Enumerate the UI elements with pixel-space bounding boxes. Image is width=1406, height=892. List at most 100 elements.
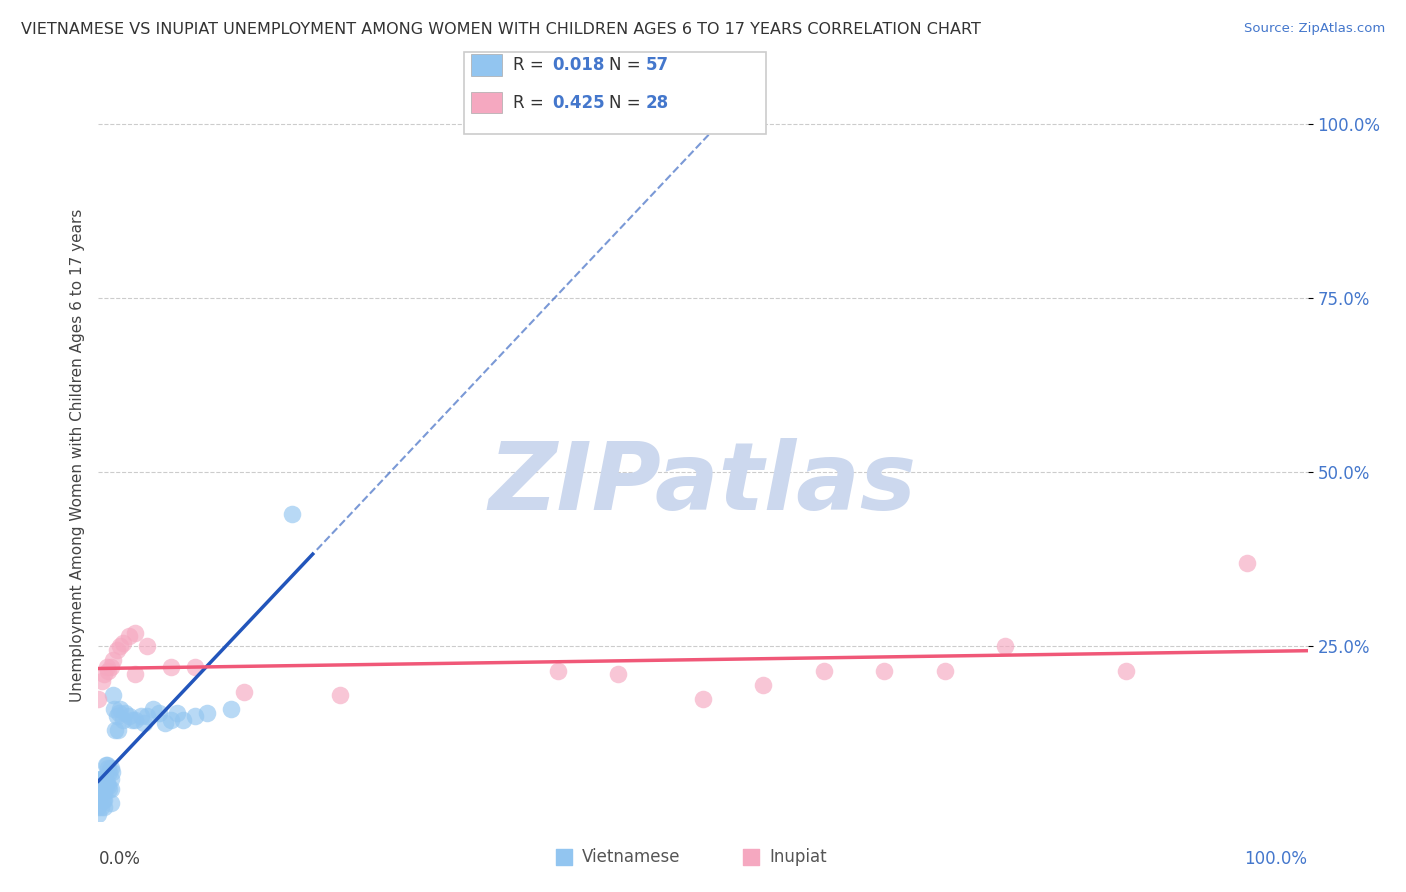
Point [108,640,131,654]
Point [87,799,110,814]
Point [232,685,254,699]
Point [934,664,956,678]
Point [553,848,575,863]
Point [135,640,157,654]
Point [124,713,146,727]
Text: 28: 28 [645,94,668,112]
Point [281,507,304,521]
Point [100,796,122,810]
Point [111,636,134,650]
Text: 57: 57 [645,56,668,74]
Point [91,674,114,689]
Point [96,758,118,772]
Y-axis label: Unemployment Among Women with Children Ages 6 to 17 years: Unemployment Among Women with Children A… [69,208,84,702]
Point [93,779,115,793]
Point [89,772,111,786]
Point [142,702,165,716]
Point [607,667,630,681]
Point [172,713,194,727]
Point [114,706,136,720]
Point [87,775,110,789]
Point [160,713,183,727]
Text: R =: R = [513,56,550,74]
Point [994,640,1017,654]
Point [97,779,120,793]
Text: ZIPatlas: ZIPatlas [489,438,917,530]
Point [89,786,111,800]
Point [692,691,714,706]
Point [98,782,121,797]
Point [96,660,118,674]
Point [124,625,146,640]
Point [740,848,762,863]
Point [100,761,122,775]
Point [105,643,128,657]
Point [87,806,110,821]
Point [87,793,110,807]
Point [108,706,131,720]
Point [93,667,115,681]
Point [153,716,176,731]
Point [104,723,127,737]
Text: VIETNAMESE VS INUPIAT UNEMPLOYMENT AMONG WOMEN WITH CHILDREN AGES 6 TO 17 YEARS : VIETNAMESE VS INUPIAT UNEMPLOYMENT AMONG… [21,22,981,37]
Point [100,660,122,674]
Point [87,691,110,706]
Point [873,664,896,678]
Text: 0.018: 0.018 [553,56,605,74]
Point [100,764,122,779]
Text: Vietnamese: Vietnamese [582,848,681,866]
Point [103,702,125,716]
Point [813,664,835,678]
Point [160,660,183,674]
Point [93,786,115,800]
Point [118,629,141,643]
Point [93,793,115,807]
Point [91,772,114,786]
Point [752,678,775,692]
Point [91,772,114,786]
Point [547,664,569,678]
Point [135,709,157,723]
Point [118,709,141,723]
Point [87,786,110,800]
Point [166,706,188,720]
Text: R =: R = [513,94,550,112]
Point [111,713,134,727]
Text: Source: ZipAtlas.com: Source: ZipAtlas.com [1244,22,1385,36]
Text: N =: N = [609,56,645,74]
Point [1115,664,1137,678]
Point [94,779,117,793]
Text: N =: N = [609,94,645,112]
Text: 0.0%: 0.0% [98,850,141,868]
Point [221,702,243,716]
Text: 0.425: 0.425 [553,94,605,112]
Point [195,706,218,720]
Point [100,782,122,797]
Text: Inupiat: Inupiat [769,848,827,866]
Point [98,764,121,779]
Point [100,772,122,786]
Point [1236,556,1258,570]
Point [121,713,143,727]
Point [184,660,207,674]
Point [90,772,112,786]
Point [91,782,114,797]
Point [107,723,129,737]
Text: 100.0%: 100.0% [1244,850,1308,868]
Point [97,664,120,678]
Point [90,786,112,800]
Point [329,688,352,702]
Point [134,716,156,731]
Point [94,758,117,772]
Point [97,761,120,775]
Point [90,799,112,814]
Point [184,709,207,723]
Point [129,709,152,723]
Point [93,799,115,814]
Point [124,667,146,681]
Point [93,772,115,786]
Point [91,793,114,807]
Point [108,702,131,716]
Point [101,688,124,702]
Point [101,653,124,667]
